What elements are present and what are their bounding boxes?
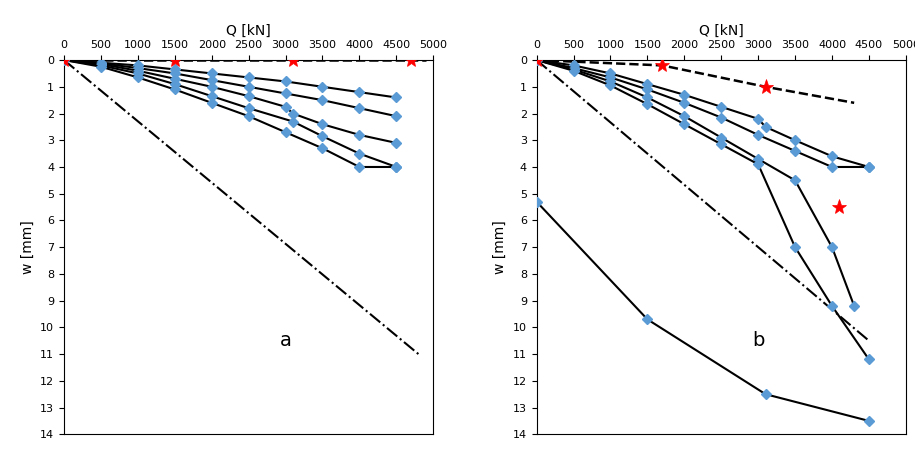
- Text: a: a: [280, 331, 292, 350]
- Y-axis label: w [mm]: w [mm]: [21, 220, 35, 274]
- Text: b: b: [752, 331, 764, 350]
- X-axis label: Q [kN]: Q [kN]: [699, 24, 744, 38]
- Y-axis label: w [mm]: w [mm]: [493, 220, 507, 274]
- X-axis label: Q [kN]: Q [kN]: [226, 24, 271, 38]
